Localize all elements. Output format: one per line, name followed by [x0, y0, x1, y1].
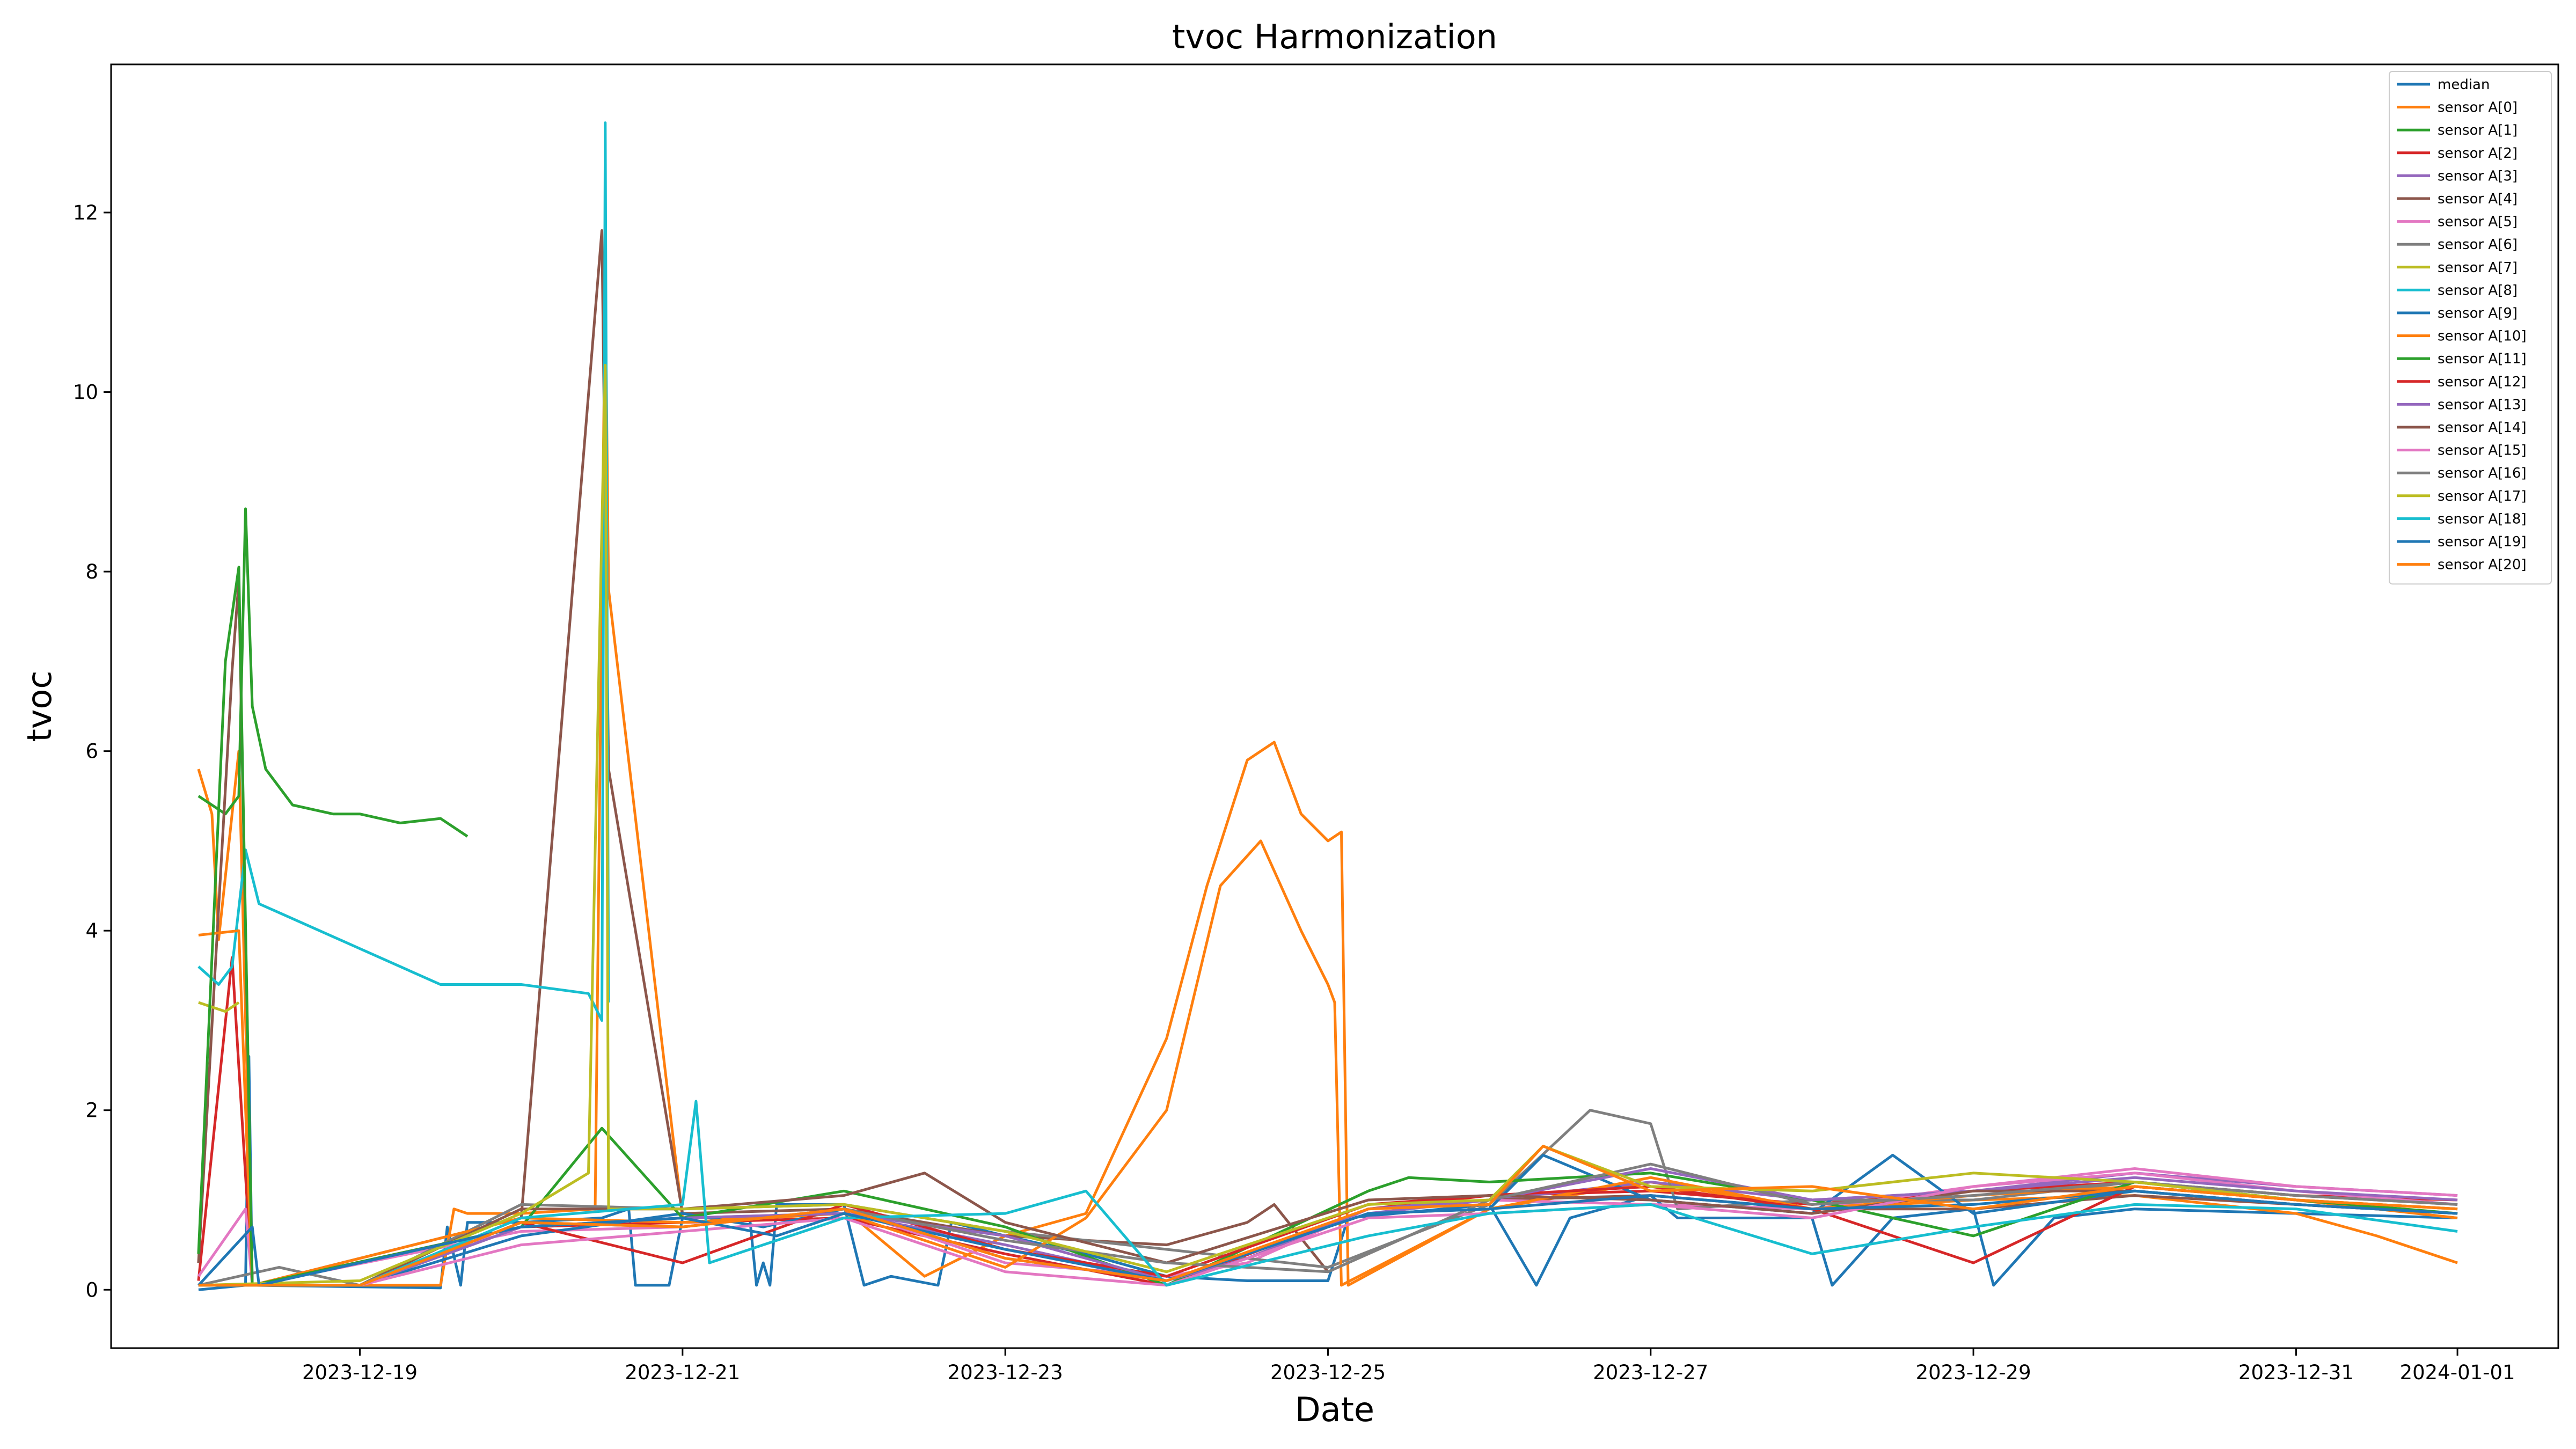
y-tick-label-3: 6	[85, 740, 98, 763]
legend-label-21: sensor A[20]	[2438, 557, 2527, 573]
chart-title: tvoc Harmonization	[1172, 17, 1497, 56]
x-tick-label-0: 2023-12-19	[302, 1361, 418, 1384]
legend-label-15: sensor A[14]	[2438, 420, 2527, 436]
x-tick-label-1: 2023-12-21	[625, 1361, 740, 1384]
legend-label-5: sensor A[4]	[2438, 191, 2518, 207]
legend: median sensor A[0] sensor A[1] sensor A[2] s…	[2389, 71, 2552, 585]
y-tick-label-5: 10	[73, 381, 98, 404]
legend-label-12: sensor A[11]	[2438, 351, 2527, 367]
legend-label-18: sensor A[17]	[2438, 488, 2527, 504]
y-tick-label-0: 0	[85, 1278, 98, 1301]
x-tick-label-2: 2023-12-23	[948, 1361, 1063, 1384]
legend-label-9: sensor A[8]	[2438, 282, 2518, 298]
y-axis: 0 2 4 6 8 10 12	[73, 201, 111, 1301]
legend-label-14: sensor A[13]	[2438, 397, 2527, 413]
y-axis-label: tvoc	[20, 670, 59, 742]
legend-label-8: sensor A[7]	[2438, 260, 2518, 276]
legend-label-20: sensor A[19]	[2438, 534, 2527, 550]
legend-label-0: median	[2438, 77, 2490, 93]
plot-frame	[110, 63, 2559, 1349]
legend-label-7: sensor A[6]	[2438, 237, 2518, 253]
legend-label-17: sensor A[16]	[2438, 465, 2527, 481]
legend-label-2: sensor A[1]	[2438, 122, 2518, 138]
series-line-2	[197, 507, 469, 838]
legend-label-19: sensor A[18]	[2438, 511, 2527, 527]
series-line-15	[198, 1172, 2458, 1287]
x-tick-label-4: 2023-12-27	[1593, 1361, 1708, 1384]
x-axis: 2023-12-19 2023-12-21 2023-12-23 2023-12-25…	[302, 1348, 2515, 1384]
y-tick-label-2: 4	[85, 919, 98, 942]
series-line-19	[198, 1100, 2458, 1287]
x-tick-label-7: 2024-01-01	[2400, 1361, 2515, 1384]
legend-label-1: sensor A[0]	[2438, 100, 2518, 116]
x-tick-label-3: 2023-12-25	[1270, 1361, 1386, 1384]
series-lines	[197, 121, 2458, 1291]
x-tick-label-5: 2023-12-29	[1916, 1361, 2031, 1384]
legend-label-11: sensor A[10]	[2438, 328, 2527, 345]
series-line-16	[198, 1167, 2458, 1287]
series-line-9	[197, 121, 610, 1022]
series-line-21	[198, 1145, 2458, 1287]
y-tick-label-6: 12	[73, 201, 98, 224]
series-line-0	[198, 1055, 2458, 1291]
y-tick-label-4: 8	[85, 560, 98, 583]
x-tick-label-6: 2023-12-31	[2238, 1361, 2354, 1384]
legend-label-6: sensor A[5]	[2438, 214, 2518, 230]
legend-label-4: sensor A[3]	[2438, 168, 2518, 184]
y-tick-label-1: 2	[85, 1099, 98, 1122]
x-axis-label: Date	[1295, 1390, 1374, 1429]
legend-label-13: sensor A[12]	[2438, 374, 2527, 390]
legend-label-10: sensor A[9]	[2438, 305, 2518, 321]
legend-label-16: sensor A[15]	[2438, 443, 2527, 459]
series-line-18	[198, 363, 2458, 1287]
legend-label-3: sensor A[2]	[2438, 145, 2518, 162]
series-line-8	[198, 1001, 240, 1013]
